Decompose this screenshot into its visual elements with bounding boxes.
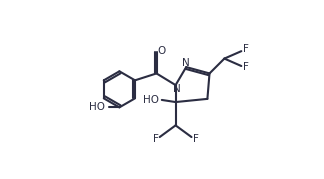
Text: F: F: [243, 44, 249, 54]
Text: F: F: [243, 62, 249, 72]
Text: N: N: [173, 84, 181, 94]
Text: F: F: [153, 134, 158, 144]
Text: HO: HO: [143, 95, 159, 105]
Text: N: N: [182, 58, 190, 68]
Text: F: F: [193, 134, 199, 144]
Text: O: O: [157, 46, 165, 56]
Text: HO: HO: [89, 102, 105, 112]
